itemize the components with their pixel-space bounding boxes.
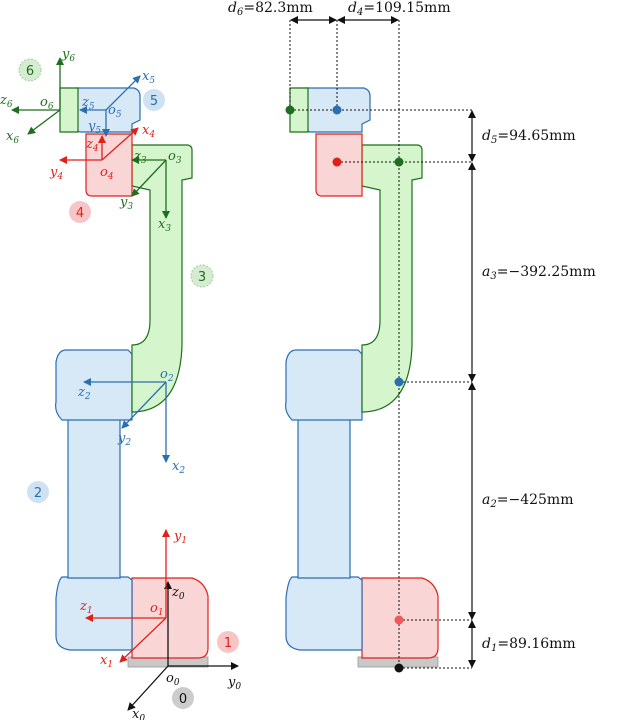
label-x4: x4	[142, 123, 155, 140]
svg-text:5: 5	[150, 94, 158, 109]
link-3-body	[131, 144, 193, 413]
right-robot	[285, 87, 439, 668]
link-1-body	[131, 577, 209, 659]
label-z1: z1	[79, 599, 93, 616]
label-y6: y6	[61, 47, 75, 64]
badge-0: 0	[172, 687, 194, 709]
dot-o6	[285, 105, 295, 115]
origin-dots	[285, 105, 404, 673]
label-x0: x0	[132, 707, 145, 720]
label-y0: y0	[227, 675, 241, 692]
link-badges: 0 1 2 3 4 5 6	[18, 58, 239, 709]
dot-o3	[394, 157, 404, 167]
dim-label-d5: d5=94.65mm	[482, 128, 576, 146]
guide-lines	[289, 20, 472, 669]
label-z0: z0	[171, 585, 185, 602]
label-z2: z2	[77, 385, 91, 402]
label-x5: x5	[142, 69, 155, 86]
link-2-elbow-right	[285, 349, 363, 421]
axis-y3	[131, 159, 167, 197]
label-y5: y5	[87, 119, 101, 136]
dot-o1	[394, 615, 404, 625]
badge-6: 6	[18, 58, 42, 82]
label-o5: o5	[108, 103, 122, 120]
frame-2: x2 z2 y2 o2	[77, 367, 185, 476]
label-o3: o3	[168, 149, 182, 166]
axis-x0	[127, 665, 169, 711]
frame-1: y1 z1 x1 o1	[79, 529, 187, 670]
axis-x6	[27, 109, 61, 135]
badge-3: 3	[190, 264, 214, 288]
label-z3: z3	[133, 149, 147, 166]
badge-2: 2	[27, 481, 49, 503]
badge-5: 5	[143, 89, 165, 111]
frame-6: y6 z6 x6 o6	[0, 47, 75, 146]
dimension-labels: d6=82.3mm d4=109.15mm d5=94.65mm a3=−392…	[228, 0, 596, 654]
dim-label-a3: a3=−392.25mm	[482, 264, 596, 282]
dim-label-d1: d1=89.16mm	[482, 636, 576, 654]
label-x6: x6	[6, 129, 19, 146]
label-x3: x3	[158, 217, 171, 234]
label-x1: x1	[100, 653, 113, 670]
label-y1: y1	[173, 529, 187, 546]
dim-label-a2: a2=−425mm	[482, 492, 573, 510]
dot-o0	[394, 663, 404, 673]
axis-x4	[101, 127, 139, 161]
dimension-arrows	[290, 16, 476, 668]
badge-4: 4	[69, 201, 91, 223]
label-o1: o1	[150, 601, 164, 618]
axis-x5	[105, 75, 141, 111]
label-o4: o4	[100, 165, 114, 182]
label-z6: z6	[0, 93, 13, 110]
link-2-elbow	[55, 349, 133, 421]
svg-text:1: 1	[224, 636, 232, 651]
svg-text:4: 4	[76, 206, 84, 221]
badge-1: 1	[217, 631, 239, 653]
link-2-shoulder	[55, 576, 133, 651]
link-5-body	[75, 87, 141, 133]
dot-o5	[332, 105, 342, 115]
label-y4: y4	[49, 165, 63, 182]
frame-4: z4 x4 y4 o4	[49, 123, 155, 182]
link-2-arm-right	[297, 417, 351, 579]
axis-x1	[119, 617, 167, 663]
left-robot	[55, 87, 209, 668]
axis-y2	[121, 381, 167, 429]
link-3-right	[361, 144, 423, 413]
label-z4: z4	[85, 137, 99, 154]
dim-label-d6: d6=82.3mm	[228, 0, 313, 18]
frame-0: z0 y0 x0 o0	[127, 581, 241, 720]
dot-o4	[332, 157, 342, 167]
label-y2: y2	[117, 431, 131, 448]
label-o2: o2	[160, 367, 174, 384]
svg-text:3: 3	[198, 270, 206, 285]
label-o6: o6	[40, 95, 54, 112]
dot-o2	[394, 377, 404, 387]
frame-3: x3 z3 y3 o3	[119, 149, 182, 234]
link-2-shoulder-right	[285, 576, 363, 651]
frame-5: y5 x5 z5 o5	[79, 69, 155, 137]
svg-text:6: 6	[26, 64, 34, 79]
label-z5: z5	[81, 95, 95, 112]
dim-label-d4: d4=109.15mm	[348, 0, 451, 18]
svg-text:0: 0	[179, 692, 187, 707]
link-4-body	[85, 133, 133, 197]
link-2-arm	[67, 417, 121, 579]
svg-text:2: 2	[34, 486, 42, 501]
label-o0: o0	[166, 671, 180, 688]
label-x2: x2	[172, 459, 185, 476]
link-6-flange	[59, 87, 79, 133]
label-y3: y3	[119, 195, 133, 212]
